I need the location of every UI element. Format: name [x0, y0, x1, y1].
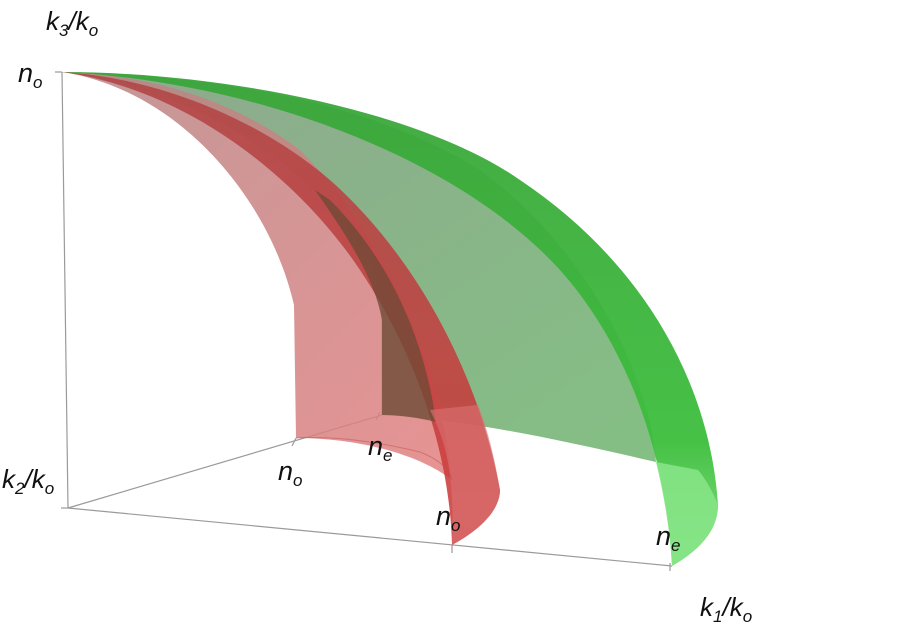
horizontal-axis-label: k1/ko	[700, 592, 752, 626]
bottom-edge-curve	[295, 437, 453, 481]
horizontal-tick-label-ne: ne	[656, 521, 681, 555]
extraordinary-surface-face	[62, 72, 656, 462]
horizontal-axis-line	[67, 507, 673, 567]
depth-tick-no	[291, 437, 297, 447]
ordinary-surface-face	[62, 72, 452, 480]
extraordinary-surface-tip	[656, 462, 718, 566]
vertical-tick-label-no: no	[18, 58, 43, 92]
ordinary-surface-lower	[430, 405, 500, 545]
overlap-region	[315, 190, 436, 422]
horizontal-tick-label-no: no	[436, 501, 461, 535]
depth-tick-label-no: no	[278, 456, 303, 490]
depth-axis-label: k2/ko	[2, 464, 54, 498]
vertical-axis-line	[61, 71, 69, 509]
vertical-axis-label: k3/ko	[46, 6, 98, 40]
depth-tick-label-ne: ne	[368, 431, 393, 465]
